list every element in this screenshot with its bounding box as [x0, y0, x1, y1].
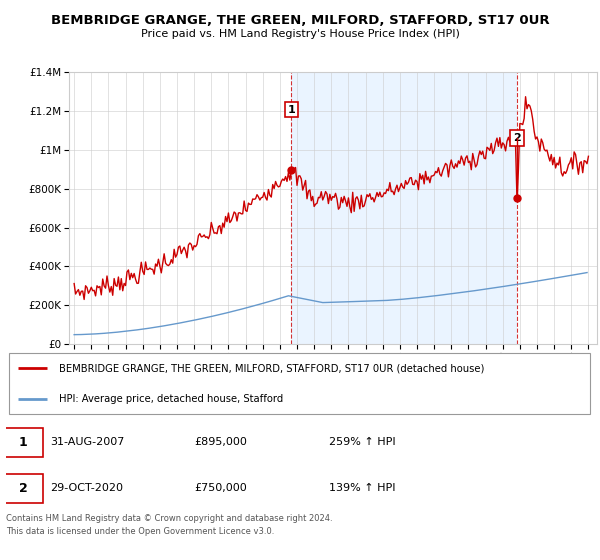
Text: BEMBRIDGE GRANGE, THE GREEN, MILFORD, STAFFORD, ST17 0UR: BEMBRIDGE GRANGE, THE GREEN, MILFORD, ST… [50, 14, 550, 27]
Bar [292, 72, 517, 344]
Text: BEMBRIDGE GRANGE, THE GREEN, MILFORD, STAFFORD, ST17 0UR (detached house): BEMBRIDGE GRANGE, THE GREEN, MILFORD, ST… [59, 363, 484, 373]
Text: 259% ↑ HPI: 259% ↑ HPI [329, 437, 396, 447]
FancyBboxPatch shape [3, 428, 43, 456]
Text: 139% ↑ HPI: 139% ↑ HPI [329, 483, 396, 493]
Text: £895,000: £895,000 [194, 437, 247, 447]
FancyBboxPatch shape [3, 474, 43, 502]
FancyBboxPatch shape [9, 353, 590, 414]
Text: HPI: Average price, detached house, Stafford: HPI: Average price, detached house, Staf… [59, 394, 283, 404]
Text: 31-AUG-2007: 31-AUG-2007 [50, 437, 124, 447]
Text: 29-OCT-2020: 29-OCT-2020 [50, 483, 123, 493]
Text: 2: 2 [513, 133, 521, 143]
Text: Contains HM Land Registry data © Crown copyright and database right 2024.
This d: Contains HM Land Registry data © Crown c… [6, 514, 332, 536]
Text: 1: 1 [287, 105, 295, 115]
Text: 2: 2 [19, 482, 28, 495]
Text: 1: 1 [19, 436, 28, 449]
Text: £750,000: £750,000 [194, 483, 247, 493]
Text: Price paid vs. HM Land Registry's House Price Index (HPI): Price paid vs. HM Land Registry's House … [140, 29, 460, 39]
